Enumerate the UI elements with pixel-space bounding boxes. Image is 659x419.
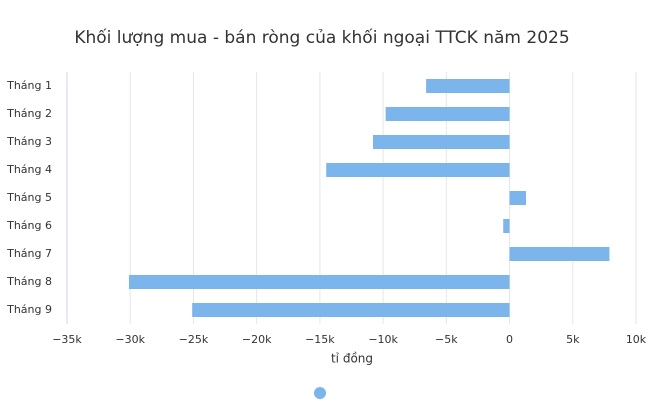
x-tick-label: −20k bbox=[242, 333, 272, 346]
bar bbox=[503, 219, 510, 233]
y-tick-label: Tháng 3 bbox=[6, 135, 52, 148]
bar bbox=[509, 191, 526, 205]
legend-marker bbox=[314, 387, 326, 399]
x-tick-label: −35k bbox=[52, 333, 82, 346]
bar bbox=[385, 107, 510, 121]
x-tick-label: −15k bbox=[305, 333, 335, 346]
y-tick-label: Tháng 6 bbox=[6, 219, 52, 232]
x-tick-label: 5k bbox=[566, 333, 580, 346]
bar bbox=[372, 135, 510, 149]
y-tick-label: Tháng 4 bbox=[6, 163, 52, 176]
x-axis-label: tỉ đồng bbox=[331, 352, 373, 366]
chart-title: Khối lượng mua - bán ròng của khối ngoại… bbox=[74, 27, 569, 48]
y-tick-label: Tháng 8 bbox=[6, 275, 52, 288]
bar bbox=[192, 303, 510, 317]
y-tick-label: Tháng 5 bbox=[6, 191, 52, 204]
bar bbox=[326, 163, 510, 177]
y-tick-label: Tháng 7 bbox=[6, 247, 52, 260]
x-tick-label: −30k bbox=[115, 333, 145, 346]
bar bbox=[509, 247, 610, 261]
bar bbox=[128, 275, 510, 289]
y-tick-label: Tháng 2 bbox=[6, 107, 52, 120]
x-tick-label: −25k bbox=[179, 333, 209, 346]
x-tick-label: 10k bbox=[626, 333, 647, 346]
x-tick-label: −10k bbox=[368, 333, 398, 346]
x-tick-label: −5k bbox=[435, 333, 458, 346]
y-tick-label: Tháng 9 bbox=[6, 303, 52, 316]
y-tick-label: Tháng 1 bbox=[6, 79, 52, 92]
x-tick-label: 0 bbox=[506, 333, 513, 346]
bar bbox=[426, 79, 510, 93]
